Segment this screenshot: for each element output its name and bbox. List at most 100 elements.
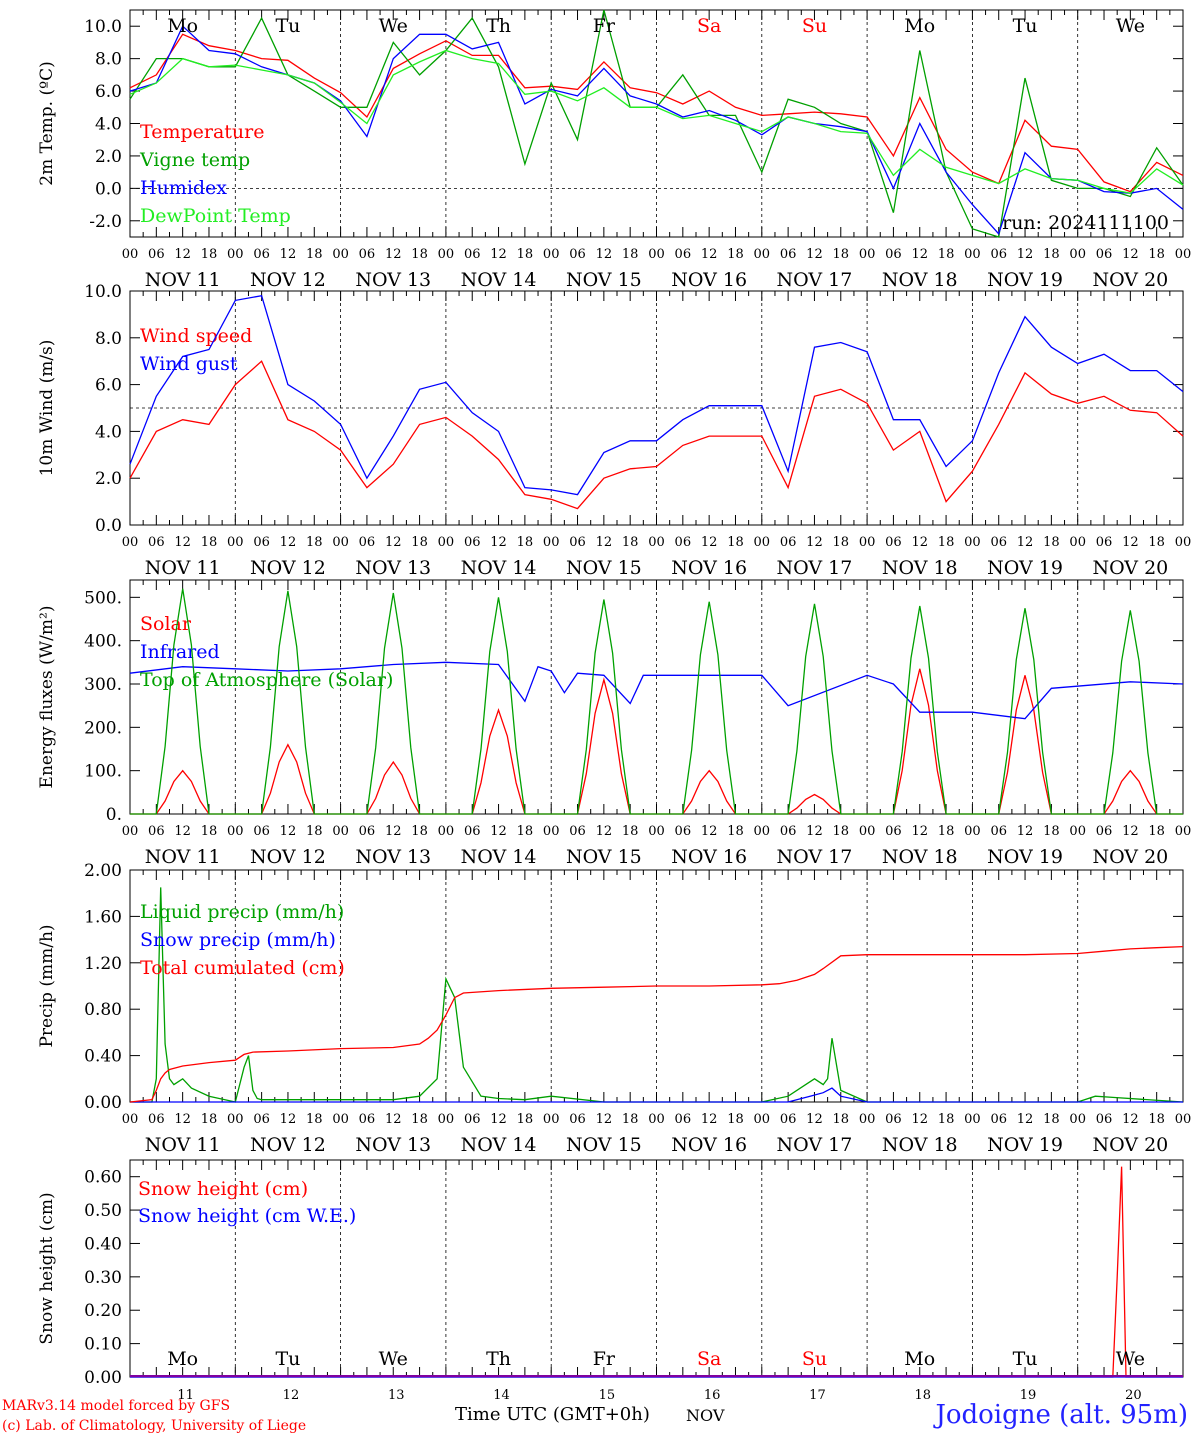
series-line-2 [129, 661, 1184, 720]
hour-label: 18 [201, 1112, 218, 1127]
y-axis-label: 10m Wind (m/s) [37, 340, 57, 477]
hour-label: 00 [754, 535, 771, 550]
hour-label: 06 [990, 535, 1007, 550]
hour-label: 06 [675, 824, 692, 839]
weekday-label: Mo [167, 15, 198, 37]
hour-label: 18 [833, 1112, 850, 1127]
weekday-label: Tu [275, 15, 300, 37]
hour-label: 12 [806, 1112, 823, 1127]
hour-label: 12 [1017, 824, 1034, 839]
hour-label: 00 [859, 1112, 876, 1127]
hour-label: 12 [1122, 1112, 1139, 1127]
hour-label: 00 [859, 247, 876, 262]
hour-label: 06 [675, 535, 692, 550]
date-label: NOV 11 [145, 557, 221, 579]
hour-label: 06 [780, 247, 797, 262]
y-tick-label: 0. [106, 805, 122, 825]
hour-label: 18 [411, 247, 428, 262]
hour-label: 06 [148, 824, 165, 839]
weekday-label: Tu [275, 1348, 300, 1370]
date-label: NOV 17 [777, 269, 853, 291]
hour-label: 06 [990, 824, 1007, 839]
day-number-label: 13 [388, 1388, 405, 1403]
hour-label: 00 [754, 1112, 771, 1127]
day-number-label: 20 [1125, 1388, 1142, 1403]
hour-label: 06 [1096, 1112, 1113, 1127]
hour-label: 12 [596, 535, 613, 550]
hour-label: 12 [1017, 1112, 1034, 1127]
hour-label: 06 [885, 535, 902, 550]
time-axis-label: Time UTC (GMT+0h) [455, 1404, 650, 1425]
date-label: NOV 19 [987, 846, 1063, 868]
hour-label: 12 [174, 247, 191, 262]
hour-label: 12 [174, 535, 191, 550]
hour-label: 00 [1175, 247, 1192, 262]
date-label: NOV 13 [355, 557, 431, 579]
series-line-3 [130, 588, 1183, 815]
hour-label: 18 [1148, 1112, 1165, 1127]
date-label: NOV 19 [987, 269, 1063, 291]
hour-label: 12 [806, 535, 823, 550]
y-tick-label: 8.0 [95, 329, 122, 349]
day-number-label: 14 [493, 1388, 510, 1403]
hour-label: 18 [833, 535, 850, 550]
hour-label: 12 [280, 1112, 297, 1127]
hour-label: 12 [1017, 247, 1034, 262]
hour-label: 00 [438, 247, 455, 262]
hour-label: 00 [1175, 824, 1192, 839]
hour-label: 00 [1069, 824, 1086, 839]
hour-label: 00 [122, 824, 139, 839]
hour-label: 06 [359, 1112, 376, 1127]
hour-label: 06 [253, 1112, 270, 1127]
hour-label: 12 [911, 1112, 928, 1127]
hour-label: 18 [938, 824, 955, 839]
model-credit: MARv3.14 model forced by GFS [2, 1398, 231, 1414]
hour-label: 00 [332, 1112, 349, 1127]
hour-label: 00 [754, 247, 771, 262]
hour-label: 18 [833, 247, 850, 262]
hour-label: 18 [1148, 247, 1165, 262]
legend-entry: Vigne temp [139, 149, 250, 171]
weekday-label: Sa [697, 15, 721, 37]
hour-label: 00 [859, 824, 876, 839]
hour-label: 18 [411, 535, 428, 550]
hour-label: 12 [701, 247, 718, 262]
weekday-label: Sa [697, 1348, 721, 1370]
hour-label: 00 [332, 824, 349, 839]
hour-label: 18 [622, 535, 639, 550]
hour-label: 18 [517, 824, 534, 839]
y-axis-label: Snow height (cm) [37, 1192, 57, 1344]
hour-label: 12 [490, 824, 507, 839]
y-tick-label: 300. [84, 675, 122, 695]
y-tick-label: 2.00 [84, 861, 122, 881]
hour-label: 06 [359, 247, 376, 262]
hour-label: 12 [701, 824, 718, 839]
weekday-label: Th [486, 1348, 511, 1370]
hour-label: 06 [1096, 247, 1113, 262]
hour-label: 06 [675, 247, 692, 262]
hour-label: 00 [648, 1112, 665, 1127]
hour-label: 18 [1043, 1112, 1060, 1127]
hour-label: 06 [464, 247, 481, 262]
hour-label: 06 [780, 824, 797, 839]
hour-label: 18 [411, 824, 428, 839]
date-label: NOV 14 [461, 269, 537, 291]
series-line-3 [129, 945, 1184, 1103]
hour-label: 00 [122, 535, 139, 550]
hour-label: 06 [780, 535, 797, 550]
hour-label: 12 [1122, 535, 1139, 550]
date-label: NOV 15 [566, 846, 642, 868]
hour-label: 00 [227, 247, 244, 262]
y-tick-label: 0.00 [84, 1093, 122, 1113]
date-label: NOV 13 [355, 269, 431, 291]
hour-label: 18 [1043, 247, 1060, 262]
hour-label: 00 [227, 1112, 244, 1127]
hour-label: 12 [280, 247, 297, 262]
date-label: NOV 16 [671, 846, 747, 868]
hour-label: 12 [1122, 247, 1139, 262]
hour-label: 18 [306, 247, 323, 262]
hour-label: 12 [1122, 824, 1139, 839]
y-axis-label: 2m Temp. (ºC) [37, 61, 57, 186]
hour-label: 12 [701, 1112, 718, 1127]
